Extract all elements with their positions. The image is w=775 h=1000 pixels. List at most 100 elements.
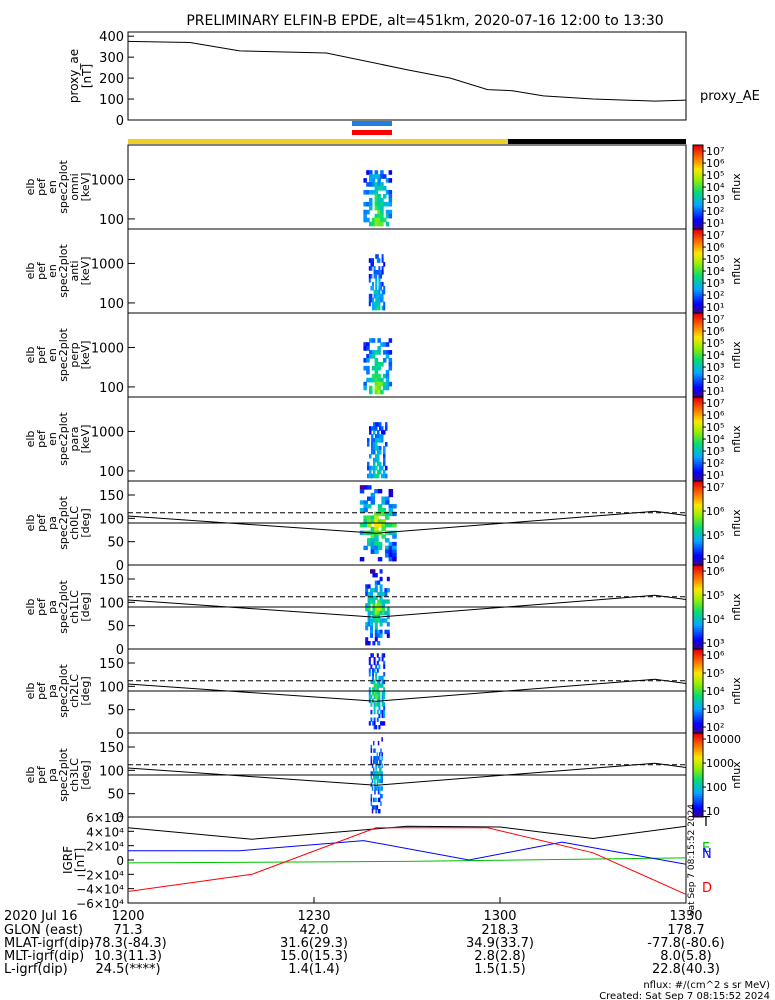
heatmap-cell	[385, 381, 390, 387]
heatmap-cell	[383, 385, 387, 391]
heatmap-cell	[377, 523, 383, 528]
colorbar-segment	[693, 453, 703, 457]
colorbar-segment	[693, 640, 703, 644]
colorbar-segment	[693, 334, 703, 337]
panel-5-tick-label: 50	[107, 536, 124, 551]
heatmap-cell	[370, 625, 373, 631]
heatmap-cell	[374, 633, 378, 638]
heatmap-cell	[381, 756, 383, 761]
colorbar-segment	[693, 430, 703, 434]
heatmap-cell	[383, 449, 386, 455]
panel-4-colorbar-tick-label: 10²	[706, 457, 724, 470]
panel-1-colorbar-tick-label: 10⁷	[706, 145, 724, 158]
heatmap-cell	[367, 584, 371, 589]
heatmap-cell	[373, 759, 375, 765]
heatmap-cell	[373, 469, 376, 475]
heatmap-cell	[367, 538, 372, 543]
heatmap-cell	[374, 607, 378, 612]
colorbar-segment	[693, 749, 703, 753]
heatmap-cell	[365, 603, 369, 608]
heatmap-cell	[375, 446, 378, 451]
colorbar-segment	[693, 153, 703, 156]
heatmap-cell	[375, 270, 378, 275]
colorbar-segment	[693, 581, 703, 585]
colorbar-segment	[693, 762, 703, 765]
heatmap-cell	[367, 595, 371, 601]
proxy-ae-line	[127, 40, 687, 102]
heatmap-cell	[377, 186, 381, 191]
status-yellow-bar	[128, 139, 508, 144]
heatmap-cell	[388, 350, 393, 355]
heatmap-cell	[377, 373, 381, 379]
panel-8-ylabel: spec2plot	[57, 748, 70, 802]
colorbar-segment	[693, 235, 703, 238]
colorbar-segment	[693, 518, 703, 522]
heatmap-cell	[379, 778, 381, 784]
colorbar-segment	[693, 777, 703, 780]
panel-2-colorbar-tick-label: 10¹	[706, 301, 724, 314]
panel-6-tick-label: 0	[116, 643, 124, 658]
colorbar-segment	[693, 596, 703, 600]
heatmap-cell	[373, 473, 376, 479]
heatmap-cell	[380, 270, 382, 275]
heatmap-cell	[375, 702, 378, 707]
colorbar-segment	[693, 226, 703, 230]
panel-2-colorbar-tick-label: 10³	[706, 277, 724, 290]
heatmap-cell	[370, 653, 373, 658]
panel-6-ylabel: elb	[24, 599, 37, 616]
panel-7-heatmap	[368, 653, 386, 730]
igrf-line-N	[128, 840, 687, 865]
heatmap-cell	[381, 434, 384, 439]
colorbar-segment	[693, 720, 703, 723]
heatmap-cell	[373, 266, 376, 271]
colorbar-segment	[693, 678, 703, 681]
colorbar-segment	[693, 250, 703, 253]
heatmap-cell	[374, 775, 376, 780]
colorbar-segment	[693, 355, 703, 358]
colorbar-segment	[693, 392, 703, 396]
heatmap-cell	[374, 637, 378, 642]
heatmap-cell	[385, 515, 390, 520]
panel-1-colorbar-label: nflux	[730, 173, 743, 201]
colorbar-segment	[693, 367, 703, 371]
heatmap-cell	[371, 182, 376, 187]
heatmap-cell	[378, 675, 381, 681]
heatmap-cell	[372, 675, 374, 681]
colorbar-segment	[693, 808, 703, 812]
heatmap-cell	[378, 266, 381, 271]
heatmap-cell	[385, 209, 390, 215]
colorbar-segment	[693, 302, 703, 306]
colorbar-segment	[693, 258, 703, 261]
heatmap-cell	[377, 545, 383, 551]
colorbar-segment	[693, 504, 703, 507]
xaxis-tick-label: 1330	[669, 909, 702, 924]
colorbar-segment	[693, 308, 703, 312]
heatmap-cell	[374, 523, 379, 528]
heatmap-cell	[369, 182, 373, 187]
heatmap-cell	[366, 377, 370, 383]
panel-8-ylabel: [deg]	[79, 760, 92, 789]
heatmap-cell	[363, 523, 368, 528]
heatmap-cell	[379, 607, 383, 612]
heatmap-cell	[368, 691, 371, 696]
panel-2-colorbar	[693, 229, 703, 314]
colorbar-segment	[693, 646, 703, 650]
heatmap-cell	[392, 511, 397, 517]
heatmap-cell	[374, 588, 378, 593]
heatmap-cell	[381, 675, 384, 681]
panel-2-ylabel: spec2plot	[57, 244, 70, 298]
heatmap-cell	[373, 457, 376, 463]
heatmap-cell	[378, 691, 381, 696]
panel-3-colorbar-tick-label: 10⁶	[706, 325, 725, 338]
xaxis-row-value: 15.0(15.3)	[280, 949, 348, 964]
colorbar-segment	[693, 722, 703, 726]
heatmap-cell	[381, 763, 383, 769]
colorbar-segment	[693, 247, 703, 251]
heatmap-cell	[375, 254, 378, 259]
ae-tick-label: 100	[99, 93, 124, 108]
colorbar-segment	[693, 310, 703, 314]
heatmap-cell	[369, 354, 373, 359]
heatmap-cell	[381, 691, 384, 696]
heatmap-cell	[377, 338, 381, 343]
heatmap-cell	[375, 442, 378, 447]
